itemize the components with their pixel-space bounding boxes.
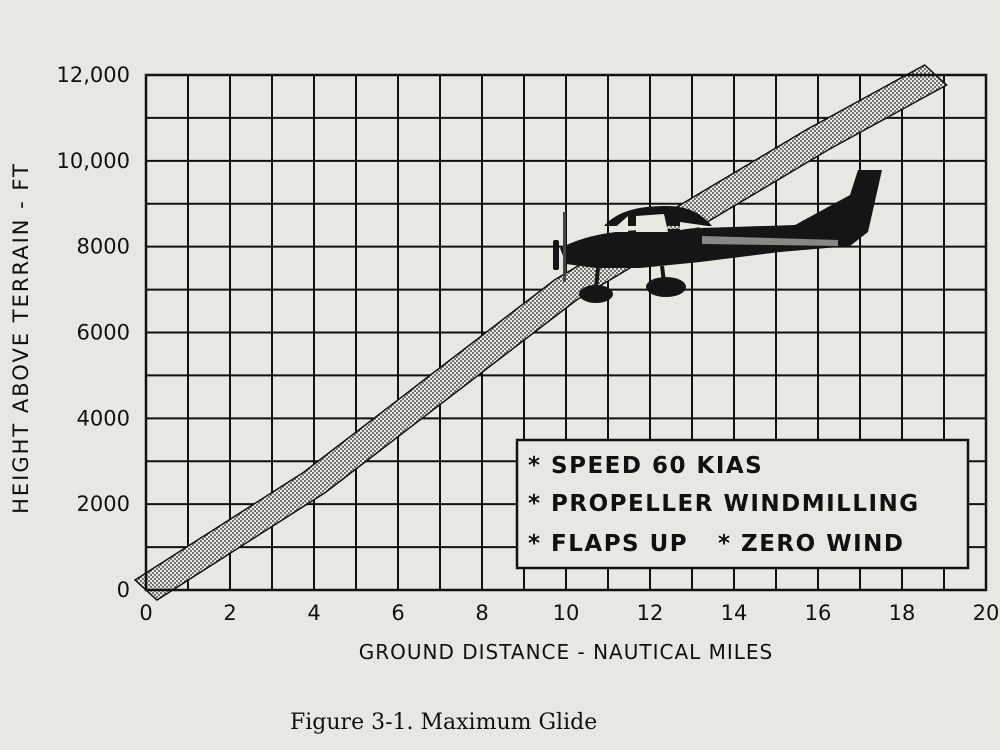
legend-propeller: * PROPELLER WINDMILLING [528, 491, 920, 517]
x-tick-label: 6 [391, 601, 404, 625]
x-tick-label: 18 [889, 601, 916, 625]
x-tick-label: 0 [139, 601, 152, 625]
y-tick-label: 6000 [77, 321, 130, 345]
x-tick-label: 10 [553, 601, 580, 625]
legend-box [515, 438, 970, 570]
y-axis-label: HEIGHT ABOVE TERRAIN - FT [9, 162, 33, 514]
legend-flaps: * FLAPS UP [528, 531, 688, 557]
x-axis-label: GROUND DISTANCE - NAUTICAL MILES [359, 640, 774, 664]
legend: * SPEED 60 KIAS * PROPELLER WINDMILLING … [515, 438, 970, 570]
legend-wind: * ZERO WIND [718, 531, 904, 557]
x-tick-label: 8 [475, 601, 488, 625]
airplane-icon [553, 170, 882, 303]
y-tick-label: 2000 [77, 492, 130, 516]
y-tick-label: 4000 [77, 406, 130, 430]
x-tick-label: 4 [307, 601, 320, 625]
x-tick-label: 20 [973, 601, 1000, 625]
figure-caption: Figure 3-1. Maximum Glide [290, 710, 597, 735]
y-tick-label: 0 [117, 578, 130, 602]
y-tick-label: 8000 [77, 235, 130, 259]
legend-speed: * SPEED 60 KIAS [528, 453, 763, 479]
x-tick-label: 12 [637, 601, 664, 625]
y-tick-label: 10,000 [57, 149, 130, 173]
plot-frame [144, 73, 988, 592]
y-tick-label: 12,000 [57, 63, 130, 87]
y-tick-labels: 0 2000 4000 6000 8000 10,000 12,000 [57, 63, 130, 602]
glide-band [133, 64, 948, 601]
x-tick-label: 14 [721, 601, 748, 625]
x-tick-label: 2 [223, 601, 236, 625]
x-tick-labels: 0 2 4 6 8 10 12 14 16 18 20 [139, 601, 999, 625]
glide-path-band [133, 64, 948, 601]
x-tick-label: 16 [805, 601, 832, 625]
